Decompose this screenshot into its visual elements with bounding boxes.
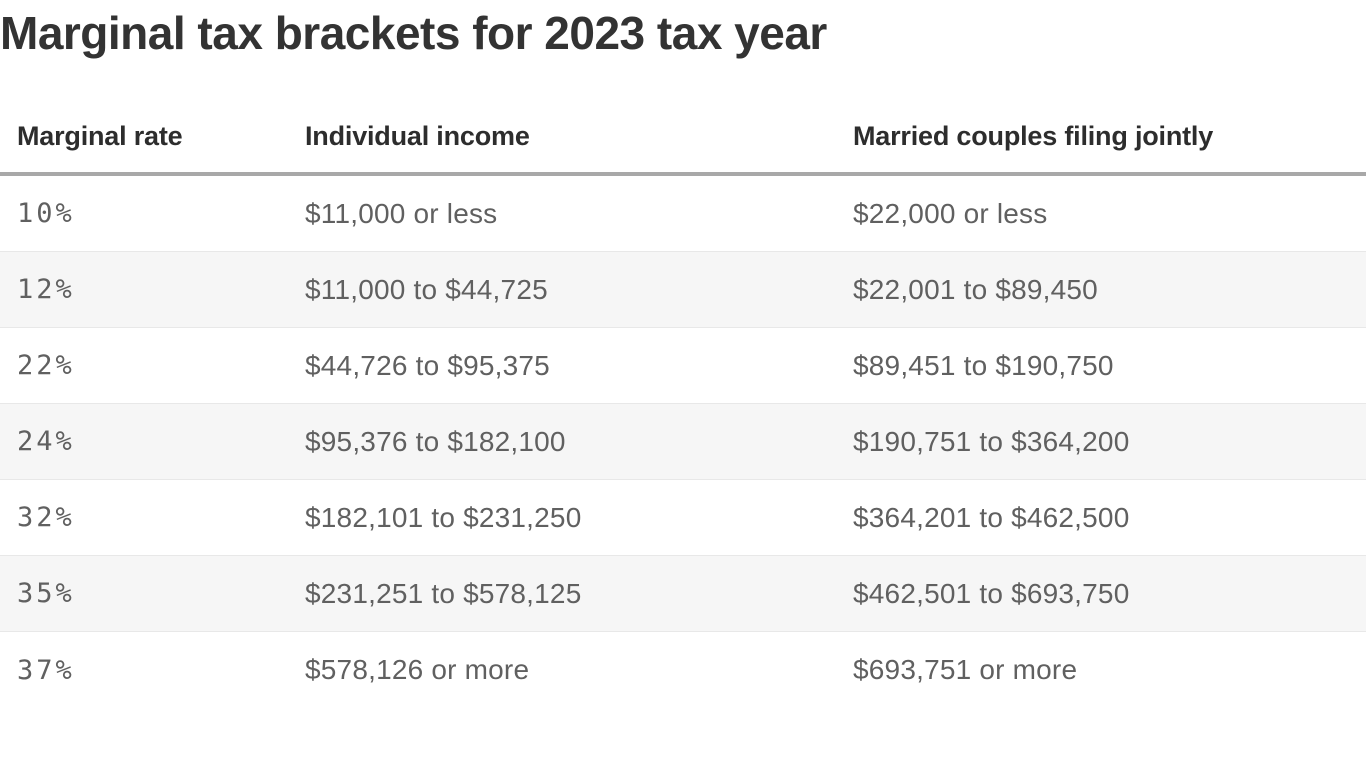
table-row: 35% $231,251 to $578,125 $462,501 to $693,… [0, 556, 1366, 632]
individual-income-cell: $231,251 to $578,125 [305, 577, 582, 609]
married-income-cell: $190,751 to $364,200 [853, 425, 1130, 457]
individual-income-cell: $182,101 to $231,250 [305, 501, 582, 533]
married-income-cell: $364,201 to $462,500 [853, 501, 1130, 533]
married-income-cell: $22,000 or less [853, 197, 1048, 229]
individual-income-cell: $11,000 or less [305, 197, 498, 229]
married-income-cell: $693,751 or more [853, 654, 1078, 685]
column-header-married-jointly: Married couples filing jointly [853, 120, 1214, 151]
table-row: 12% $11,000 to $44,725 $22,001 to $89,450 [0, 252, 1366, 328]
rate-cell: 10% [17, 198, 75, 229]
column-header-individual-income: Individual income [305, 120, 530, 151]
rate-cell: 32% [17, 502, 75, 533]
table-row: 22% $44,726 to $95,375 $89,451 to $190,750 [0, 328, 1366, 404]
rate-cell: 35% [17, 578, 75, 609]
rate-cell: 22% [17, 350, 75, 381]
individual-income-cell: $95,376 to $182,100 [305, 425, 566, 457]
page-title: Marginal tax brackets for 2023 tax year [0, 7, 827, 59]
individual-income-cell: $578,126 or more [305, 654, 530, 685]
table-header-row: Marginal rate Individual income Married … [0, 100, 1366, 176]
rate-cell: 37% [17, 654, 75, 686]
table-row: 37% $578,126 or more $693,751 or more [0, 632, 1366, 708]
column-header-marginal-rate: Marginal rate [17, 120, 183, 151]
table-row: 24% $95,376 to $182,100 $190,751 to $364,2… [0, 404, 1366, 480]
married-income-cell: $22,001 to $89,450 [853, 273, 1098, 305]
rate-cell: 12% [17, 274, 75, 305]
table-row: 10% $11,000 or less $22,000 or less [0, 176, 1366, 252]
tax-brackets-table: Marginal rate Individual income Married … [0, 100, 1366, 708]
table-body: 10% $11,000 or less $22,000 or less 12% $11,… [0, 176, 1366, 708]
individual-income-cell: $11,000 to $44,725 [305, 273, 548, 305]
rate-cell: 24% [17, 426, 75, 457]
married-income-cell: $462,501 to $693,750 [853, 577, 1130, 609]
individual-income-cell: $44,726 to $95,375 [305, 349, 550, 381]
table-row: 32% $182,101 to $231,250 $364,201 to $462,… [0, 480, 1366, 556]
married-income-cell: $89,451 to $190,750 [853, 349, 1114, 381]
